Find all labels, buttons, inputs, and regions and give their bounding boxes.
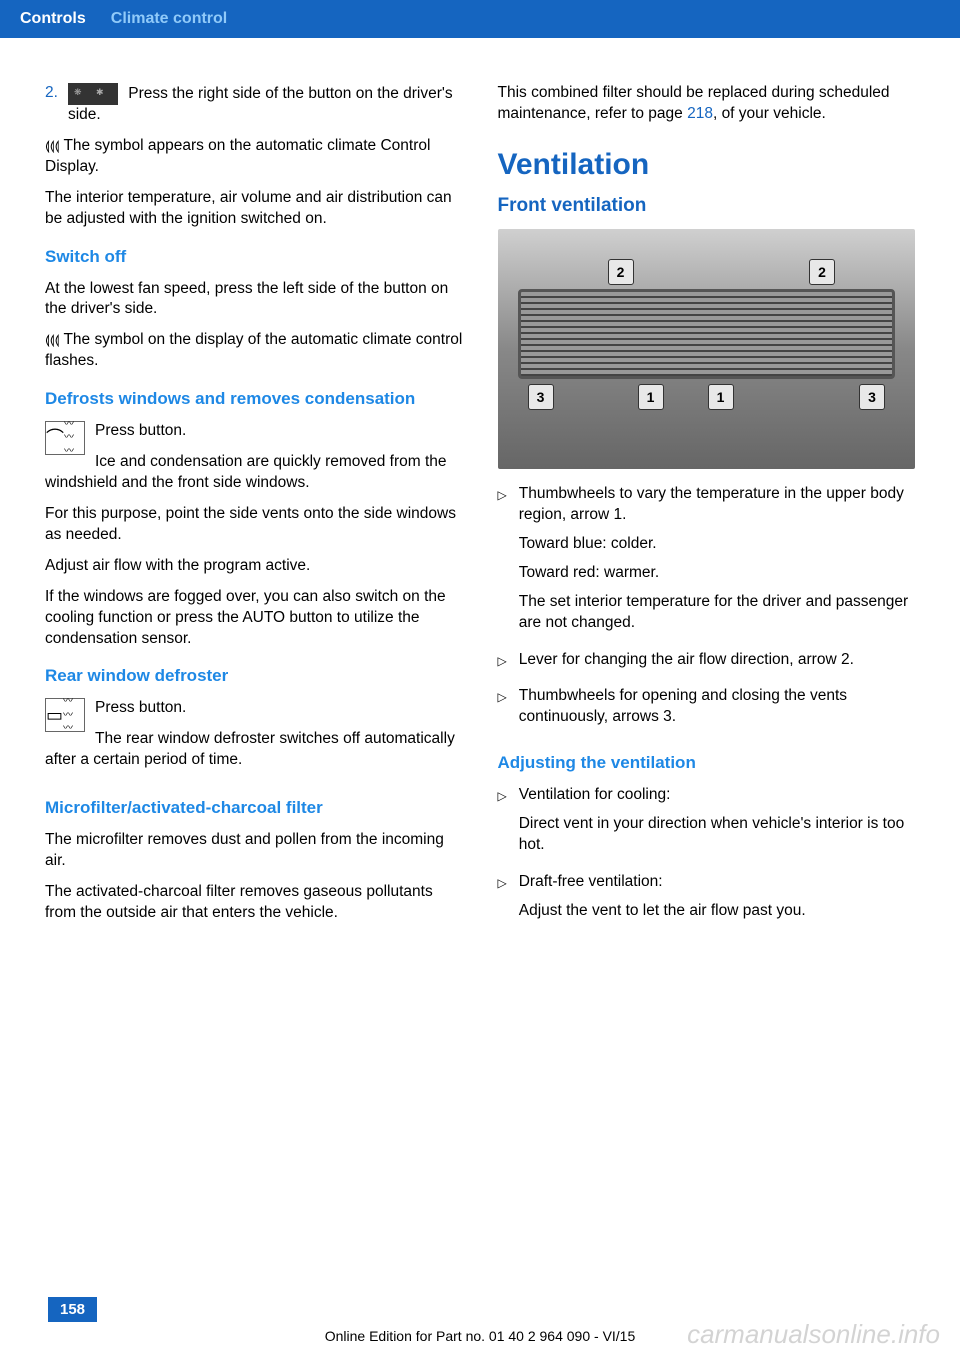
rear-btn: Press button.: [45, 698, 463, 719]
header-subtitle: Climate control: [111, 10, 227, 28]
bullet-body: Thumbwheels to vary the temperature in t…: [519, 484, 915, 642]
callout-3a: 3: [528, 384, 554, 410]
adj-bullet-2: ▷ Draft-free ventilation: Adjust the ven…: [498, 872, 916, 930]
defrost-rear-icon: ▭〰〰〰: [45, 698, 85, 732]
bullet-marker: ▷: [498, 875, 507, 930]
off-fan-button-icon: [68, 83, 118, 105]
adj2b: Adjust the vent to let the air flow past…: [519, 901, 915, 922]
defrost-p3: Adjust air flow with the program active.: [45, 556, 463, 577]
step-text: Press the right side of the button on th…: [68, 83, 463, 126]
adj1a: Ventilation for cooling:: [519, 785, 915, 806]
bullet-2: ▷ Lever for changing the air flow direct…: [498, 650, 916, 679]
airflow-symbol-icon: ⟬⟬⟬: [45, 332, 59, 347]
header-bar: Controls Climate control: [0, 0, 960, 38]
header-title: Controls: [20, 10, 86, 28]
para-interior: The interior temperature, air volume and…: [45, 188, 463, 230]
callout-3b: 3: [859, 384, 885, 410]
ventilation-heading: Ventilation: [498, 145, 916, 186]
symbol-text: The symbol appears on the automatic clim…: [45, 137, 430, 175]
callout-2b: 2: [809, 259, 835, 285]
bullet-marker: ▷: [498, 689, 507, 736]
bullet-1: ▷ Thumbwheels to vary the temperature in…: [498, 484, 916, 642]
step-body: Press the right side of the button on th…: [68, 85, 453, 123]
page-reference[interactable]: 218: [687, 105, 713, 122]
switch-off-p1: At the lowest fan speed, press the left …: [45, 279, 463, 321]
vent-illustration: 2 2 1 1 3 3: [498, 229, 916, 469]
callout-2a: 2: [608, 259, 634, 285]
bullet-3: ▷ Thumbwheels for opening and closing th…: [498, 686, 916, 736]
left-column: 2. Press the right side of the button on…: [45, 83, 463, 938]
top-para-b: , of your vehicle.: [713, 105, 826, 122]
defrost-p1: Ice and condensation are quickly removed…: [45, 452, 463, 494]
page-number: 158: [48, 1297, 97, 1322]
defrost-p2: For this purpose, point the side vents o…: [45, 504, 463, 546]
callout-1a: 1: [638, 384, 664, 410]
airflow-symbol-icon: ⟬⟬⟬: [45, 138, 59, 153]
right-column: This combined filter should be replaced …: [498, 83, 916, 938]
filter-heading: Microfilter/activated-charcoal filter: [45, 797, 463, 820]
filter-p1: The microfilter removes dust and pollen …: [45, 830, 463, 872]
bullet-body: Draft-free ventilation: Adjust the vent …: [519, 872, 915, 930]
adj1b: Direct vent in your direction when vehic…: [519, 814, 915, 856]
bullet-marker: ▷: [498, 788, 507, 864]
bullet-body: Thumbwheels for opening and closing the …: [519, 686, 915, 736]
bullet-marker: ▷: [498, 653, 507, 679]
symbol-line: ⟬⟬⟬The symbol appears on the automatic c…: [45, 136, 463, 178]
defrost-heading: Defrosts windows and removes condensatio…: [45, 388, 463, 411]
switch-off-p2: ⟬⟬⟬The symbol on the display of the auto…: [45, 330, 463, 372]
defrost-btn: Press button.: [45, 421, 463, 442]
b1b: Toward blue: colder.: [519, 534, 915, 555]
b1d: The set interior temperature for the dri…: [519, 592, 915, 634]
b3: Thumbwheels for opening and closing the …: [519, 686, 915, 728]
switch-off-text: The symbol on the display of the automat…: [45, 331, 462, 369]
defrost-block: ⌒〰〰〰 Press button. Ice and condensation …: [45, 421, 463, 494]
watermark: carmanualsonline.info: [687, 1319, 940, 1350]
bullet-body: Lever for changing the air flow directio…: [519, 650, 915, 679]
footer: 158 Online Edition for Part no. 01 40 2 …: [0, 1302, 960, 1362]
bullet-body: Ventilation for cooling: Direct vent in …: [519, 785, 915, 864]
front-vent-heading: Front ventilation: [498, 193, 916, 219]
b1a: Thumbwheels to vary the temperature in t…: [519, 484, 915, 526]
adj-bullet-1: ▷ Ventilation for cooling: Direct vent i…: [498, 785, 916, 864]
adjust-heading: Adjusting the ventilation: [498, 752, 916, 775]
adj2a: Draft-free ventilation:: [519, 872, 915, 893]
rear-block: ▭〰〰〰 Press button. The rear window defro…: [45, 698, 463, 771]
callout-1b: 1: [708, 384, 734, 410]
b1c: Toward red: warmer.: [519, 563, 915, 584]
bullet-marker: ▷: [498, 487, 507, 642]
b2: Lever for changing the air flow directio…: [519, 650, 915, 671]
vent-grille: [518, 289, 896, 379]
step-2: 2. Press the right side of the button on…: [45, 83, 463, 126]
switch-off-heading: Switch off: [45, 246, 463, 269]
defrost-p4: If the windows are fogged over, you can …: [45, 587, 463, 650]
rear-p1: The rear window defroster switches off a…: [45, 729, 463, 771]
step-number: 2.: [45, 83, 58, 126]
content-area: 2. Press the right side of the button on…: [0, 38, 960, 938]
filter-p2: The activated-charcoal filter removes ga…: [45, 882, 463, 924]
defrost-front-icon: ⌒〰〰〰: [45, 421, 85, 455]
rear-heading: Rear window defroster: [45, 665, 463, 688]
top-para: This combined filter should be replaced …: [498, 83, 916, 125]
